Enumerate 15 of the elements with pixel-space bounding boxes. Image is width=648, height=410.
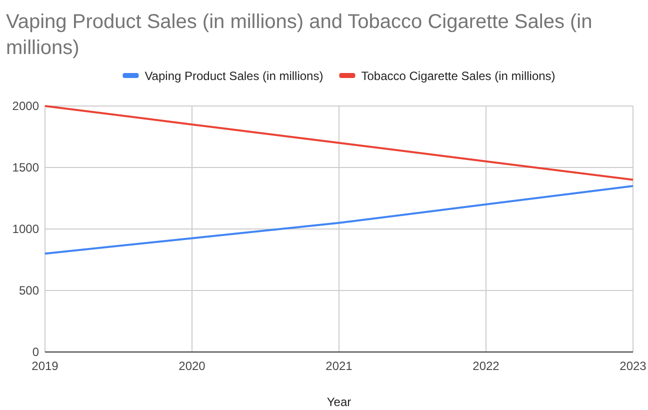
line-series xyxy=(44,184,634,255)
legend-label: Vaping Product Sales (in millions) xyxy=(144,69,324,83)
y-tick-label: 1000 xyxy=(12,222,40,236)
x-tick-label: 2019 xyxy=(32,359,59,373)
x-tick-label: 2022 xyxy=(472,359,500,373)
y-tick-label: 0 xyxy=(32,345,40,359)
y-tick-label: 2000 xyxy=(12,99,40,113)
chart-title: Vaping Product Sales (in millions) and Tobacco Cigarette Sales (in millions) xyxy=(6,11,592,59)
x-tick-label: 2020 xyxy=(178,359,206,373)
y-tick-label: 500 xyxy=(18,284,40,298)
x-axis-title: Year xyxy=(326,395,352,409)
x-tick-label: 2023 xyxy=(620,359,647,373)
y-tick-label: 1500 xyxy=(12,160,40,174)
x-tick-label: 2021 xyxy=(326,359,353,373)
legend-label: Tobacco Cigarette Sales (in millions) xyxy=(361,69,556,83)
